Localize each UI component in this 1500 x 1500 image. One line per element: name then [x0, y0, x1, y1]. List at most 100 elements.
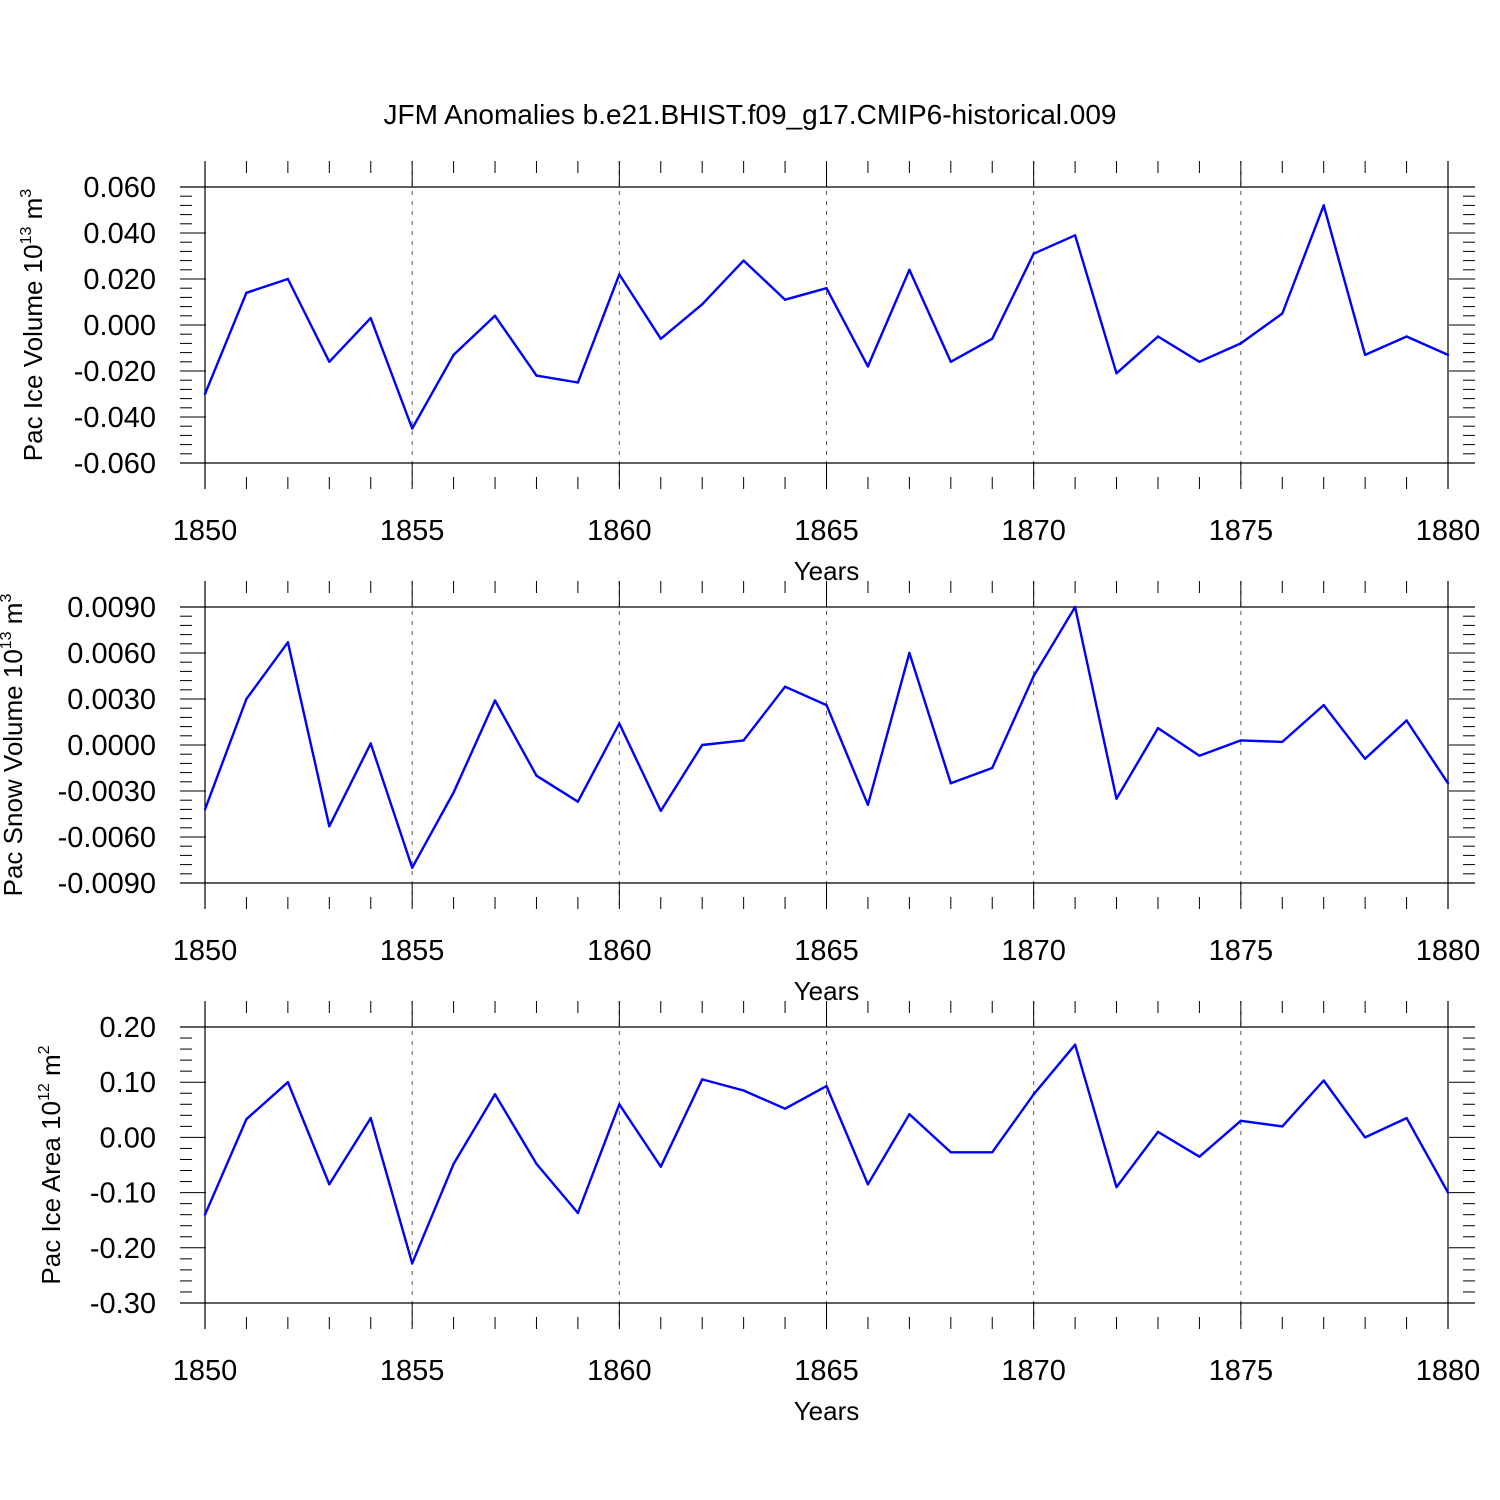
data-point — [576, 1211, 580, 1215]
data-point — [908, 1113, 911, 1116]
y-axis-label-part: Pac Snow Volume 10 — [0, 649, 28, 896]
y-tick-label: -0.040 — [74, 402, 156, 434]
y-axis-label: Pac Ice Area 1012 m2 — [36, 1045, 66, 1284]
data-point — [618, 273, 621, 276]
y-tick-label: 0.0000 — [67, 730, 156, 762]
data-point — [1115, 372, 1118, 375]
y-tick-label: 0.020 — [83, 264, 156, 296]
data-point — [618, 1103, 621, 1106]
data-point — [1239, 342, 1243, 345]
y-axis-label-part: 2 — [36, 1045, 53, 1054]
panels: 0.060 0.040 0.020 0.000 -0.020 -0.040 -0.060 18… — [0, 161, 1480, 1426]
data-point — [286, 277, 290, 281]
data-point — [866, 1183, 870, 1186]
data-point — [1032, 674, 1035, 678]
y-tick-label: -0.0030 — [58, 776, 156, 808]
series-line — [203, 605, 1450, 869]
data-point — [286, 641, 290, 644]
x-tick-label: 1850 — [173, 515, 238, 547]
data-point — [783, 298, 787, 301]
data-point — [866, 803, 870, 806]
data-point — [1405, 719, 1408, 722]
y-tick-label: 0.20 — [100, 1012, 156, 1044]
data-point — [1281, 1125, 1284, 1128]
x-tick-label: 1860 — [587, 935, 652, 967]
data-point — [535, 374, 538, 377]
data-point — [576, 381, 580, 384]
y-tick-label: -0.0060 — [58, 822, 156, 854]
data-point — [1073, 605, 1077, 609]
data-point — [1032, 1093, 1035, 1096]
data-point — [742, 739, 745, 742]
data-point — [1281, 740, 1284, 744]
data-point — [328, 825, 331, 828]
data-point — [493, 1093, 497, 1096]
data-point — [949, 782, 952, 785]
y-axis-label: Pac Ice Volume 1013 m3 — [18, 189, 48, 462]
data-point — [1239, 739, 1243, 742]
series-line — [203, 204, 1449, 430]
data-point — [701, 303, 704, 306]
y-tick-label: -0.020 — [74, 356, 156, 388]
data-point — [1198, 360, 1201, 363]
y-axis-label-part: 3 — [0, 594, 15, 603]
data-point — [452, 1162, 455, 1166]
data-point — [908, 268, 911, 271]
data-point — [245, 1117, 248, 1121]
data-point — [410, 866, 414, 869]
data-point — [783, 685, 787, 688]
x-tick-label: 1855 — [380, 935, 445, 967]
y-axis-label-part: 13 — [0, 631, 15, 649]
data-point — [493, 314, 497, 317]
data-point — [1032, 252, 1035, 255]
data-point — [991, 766, 994, 770]
x-tick-label: 1865 — [794, 1355, 859, 1387]
x-tick-label: 1870 — [1001, 1355, 1066, 1387]
x-tick-label: 1855 — [380, 515, 445, 547]
y-axis-label-part: 3 — [18, 189, 35, 198]
x-tick-label: 1870 — [1001, 515, 1066, 547]
data-point — [825, 287, 828, 290]
chart-panel-2: 0.0090 0.0060 0.0030 0.0000 -0.0030 -0.0060 -0… — [0, 581, 1480, 1006]
data-point — [203, 808, 207, 811]
data-point — [742, 1089, 745, 1092]
x-tick-label: 1860 — [587, 515, 652, 547]
data-point — [1239, 1119, 1243, 1123]
x-tick-label: 1880 — [1416, 935, 1481, 967]
data-point — [1115, 1185, 1118, 1189]
data-point — [701, 743, 704, 747]
data-point — [203, 392, 207, 396]
y-tick-label: 0.0060 — [67, 638, 156, 670]
x-tick-label: 1875 — [1209, 515, 1274, 547]
x-tick-label: 1880 — [1416, 1355, 1481, 1387]
data-point — [576, 800, 580, 803]
data-point — [659, 809, 662, 813]
data-point — [1322, 204, 1325, 207]
data-point — [535, 774, 538, 777]
data-point — [535, 1162, 538, 1166]
data-point — [1156, 726, 1160, 730]
y-tick-label: 0.040 — [83, 218, 156, 250]
x-tick-label: 1865 — [794, 515, 859, 547]
y-axis-label-part: m — [0, 603, 28, 632]
x-tick-label: 1875 — [1209, 1355, 1274, 1387]
data-point — [1073, 1043, 1077, 1046]
data-point — [659, 337, 662, 340]
y-tick-label: -0.060 — [74, 448, 156, 480]
y-axis-label: Pac Snow Volume 1013 m3 — [0, 594, 28, 897]
y-axis-label-part: 12 — [36, 1083, 53, 1101]
data-point — [1073, 234, 1077, 237]
data-point — [369, 1116, 372, 1120]
data-point — [742, 259, 745, 262]
x-tick-label: 1855 — [380, 1355, 445, 1387]
y-tick-label: -0.20 — [90, 1233, 156, 1265]
data-point — [1446, 353, 1450, 357]
data-point — [825, 1084, 828, 1088]
data-point — [1322, 703, 1325, 707]
x-tick-label: 1870 — [1001, 935, 1066, 967]
y-tick-label: 0.060 — [83, 172, 156, 204]
data-point — [1446, 782, 1450, 785]
y-tick-label: -0.0090 — [58, 868, 156, 900]
data-point — [1115, 797, 1118, 800]
